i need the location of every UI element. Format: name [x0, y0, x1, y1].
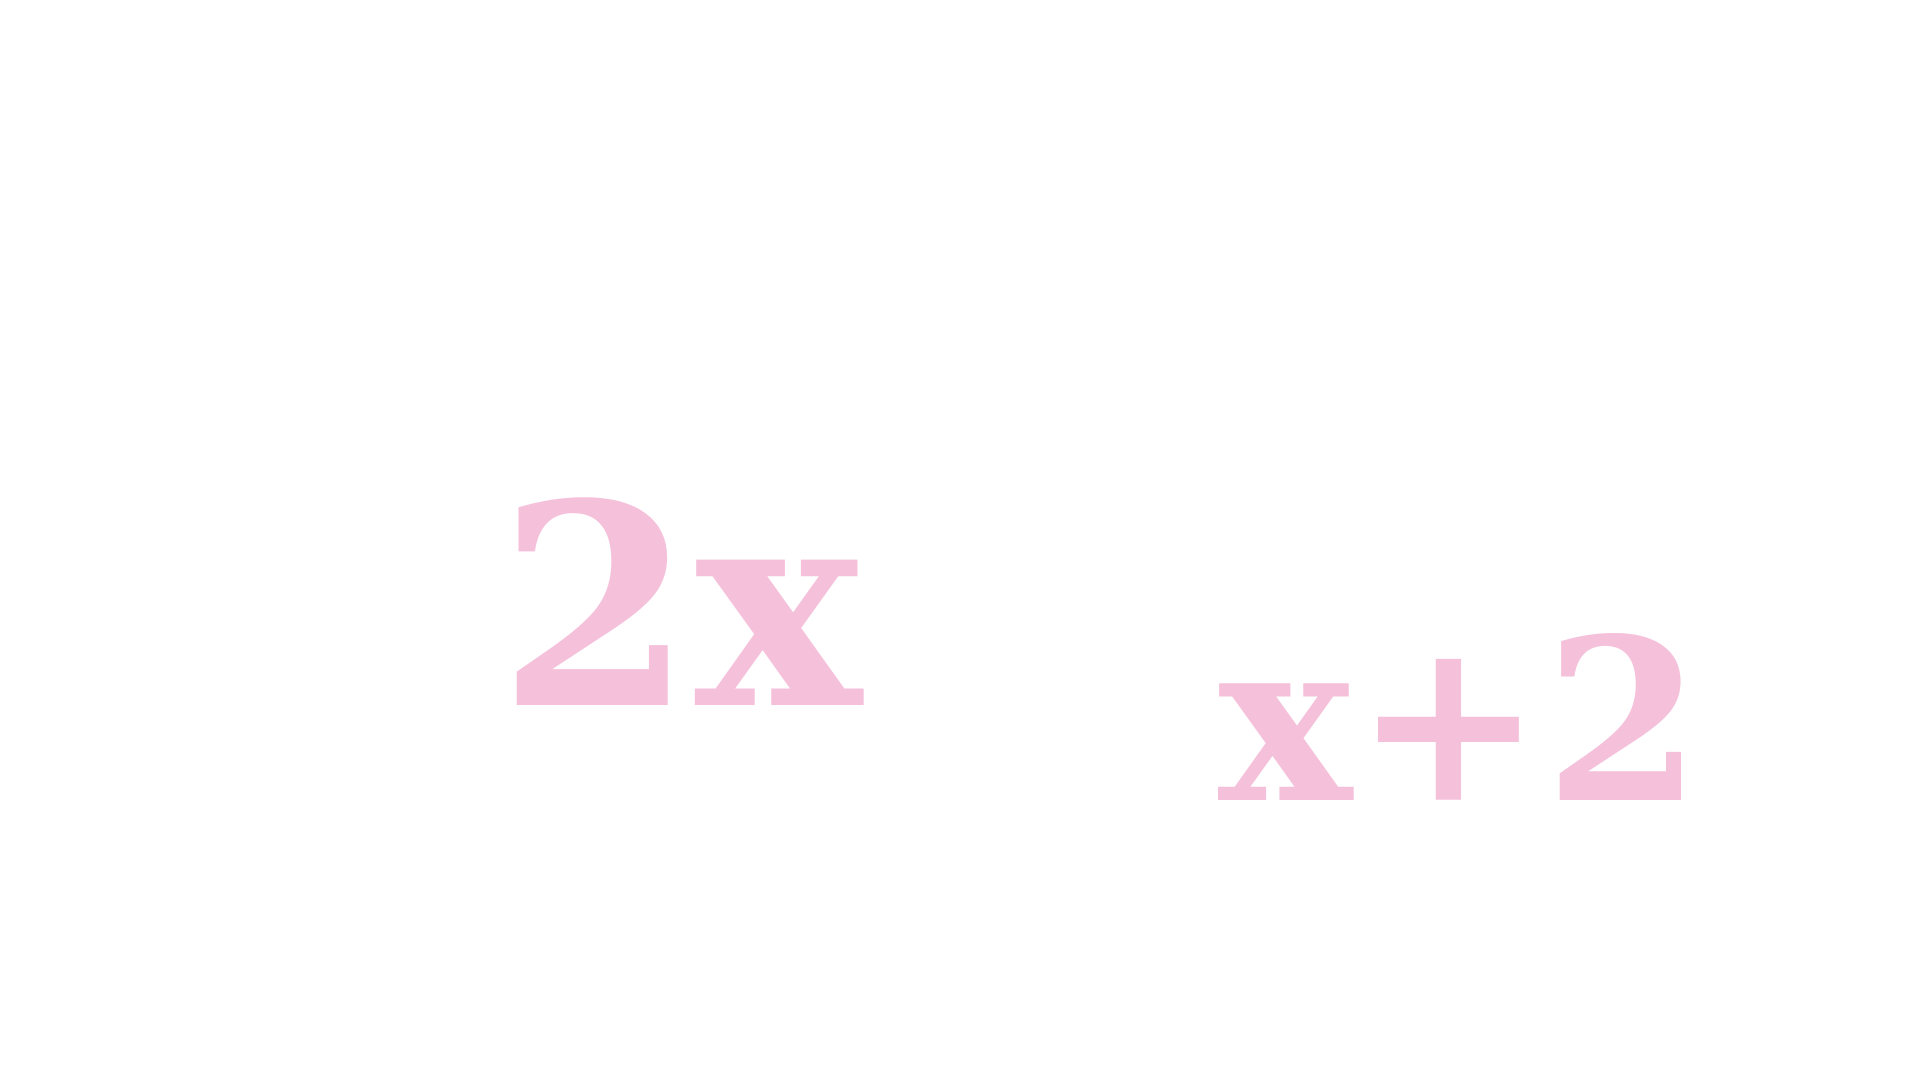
expression-two-x: 2x	[498, 443, 864, 772]
expression-x-plus-two: x+2	[1218, 590, 1704, 854]
